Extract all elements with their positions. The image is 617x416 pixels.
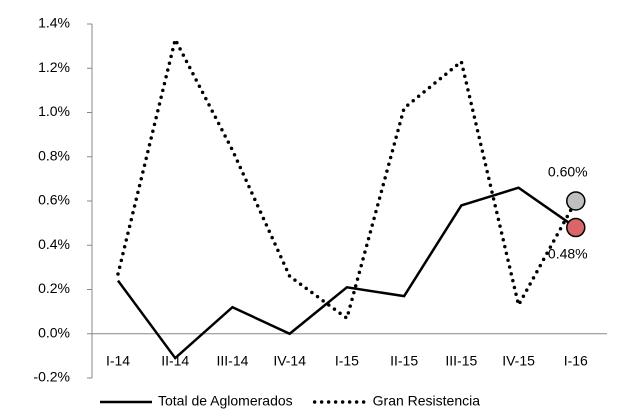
y-tick-label: 0.6%: [38, 192, 70, 208]
data-label: 0.60%: [548, 164, 588, 180]
series-line: [116, 186, 577, 360]
end-marker: [566, 191, 586, 211]
y-tick-label: 1.2%: [38, 59, 70, 75]
y-tick-label: 1.0%: [38, 103, 70, 119]
end-marker: [566, 217, 586, 238]
legend-label: Total de Aglomerados: [158, 393, 293, 409]
y-tick-label: 0.4%: [38, 236, 70, 252]
x-tick-label: I-16: [564, 353, 588, 369]
legend-label: Gran Resistencia: [373, 393, 481, 409]
x-tick-label: I-15: [335, 353, 359, 369]
x-tick-label: III-15: [445, 353, 477, 369]
y-tick-label: 0.8%: [38, 147, 70, 163]
data-label: 0.48%: [548, 245, 588, 261]
y-tick-label: 0.0%: [38, 324, 70, 340]
x-tick-label: IV-14: [273, 353, 306, 369]
x-tick-label: IV-15: [502, 353, 535, 369]
x-tick-label: II-15: [390, 353, 418, 369]
x-tick-label: I-14: [106, 353, 130, 369]
y-tick-label: -0.2%: [33, 369, 70, 385]
series-line: [116, 34, 578, 322]
y-tick-label: 1.4%: [38, 15, 70, 31]
x-tick-label: II-14: [161, 353, 189, 369]
y-tick-label: 0.2%: [38, 280, 70, 296]
x-tick-label: III-14: [216, 353, 248, 369]
